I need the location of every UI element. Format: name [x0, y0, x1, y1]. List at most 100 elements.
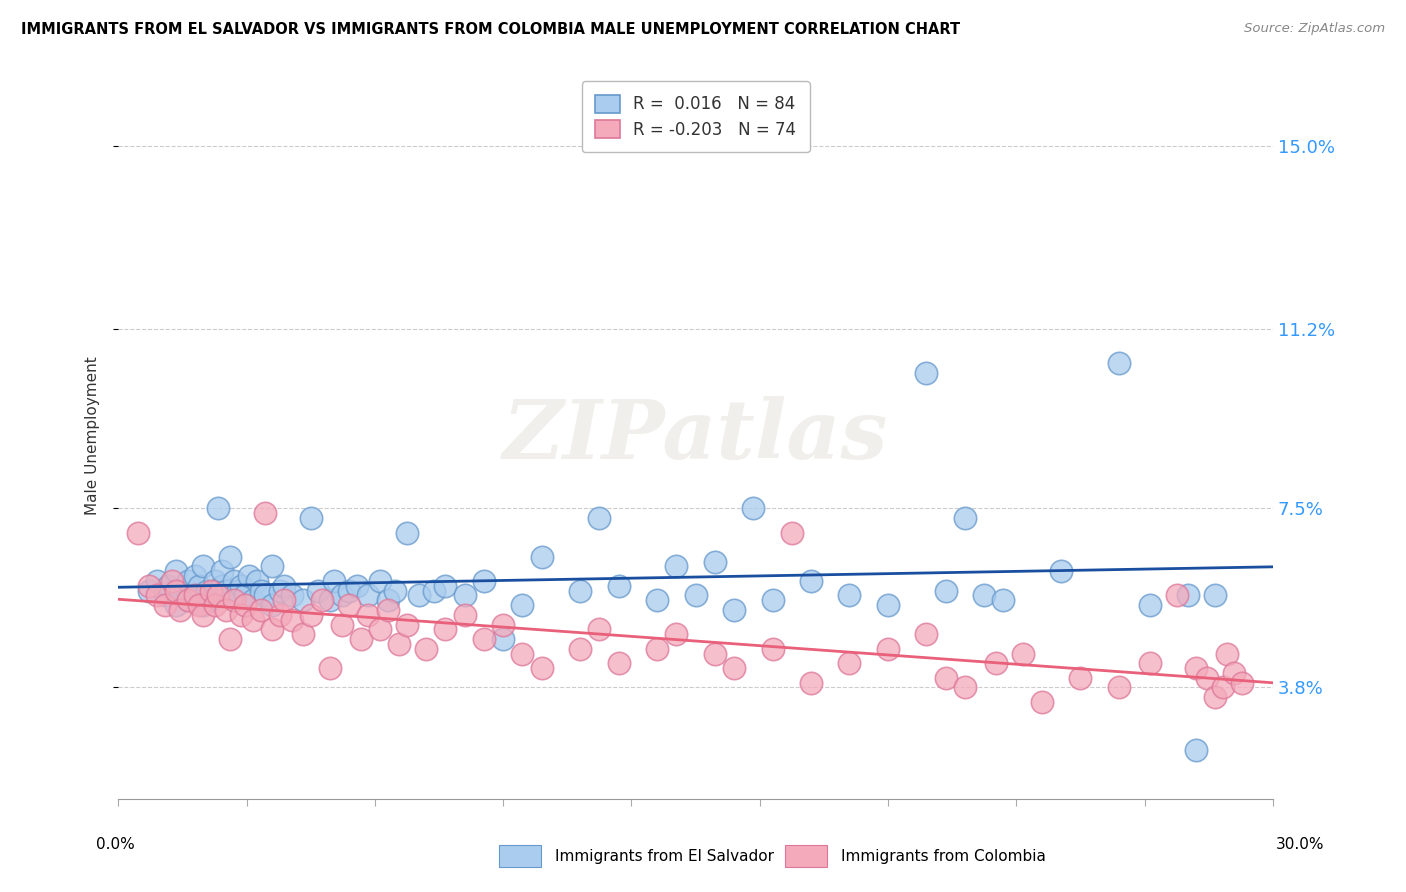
Point: [1139, 657, 1161, 671]
Point: [215, 603, 238, 617]
Point: [200, 583, 222, 598]
Point: [350, 632, 373, 646]
Point: [307, 583, 329, 598]
Point: [319, 593, 342, 607]
Point: [233, 598, 256, 612]
Point: [512, 647, 534, 661]
Point: [935, 583, 957, 598]
Point: [915, 366, 938, 380]
Point: [368, 623, 391, 637]
Point: [153, 598, 176, 612]
Point: [337, 598, 360, 612]
Point: [253, 506, 276, 520]
Point: [146, 574, 169, 588]
Point: [157, 579, 180, 593]
Point: [434, 623, 457, 637]
Point: [153, 589, 176, 603]
Point: [330, 589, 353, 603]
Point: [138, 583, 160, 598]
Point: [191, 598, 214, 612]
Point: [146, 589, 169, 603]
Point: [953, 511, 976, 525]
Point: [292, 593, 315, 607]
Point: [127, 525, 149, 540]
Point: [492, 617, 515, 632]
Point: [1177, 589, 1199, 603]
Point: [160, 574, 183, 588]
Point: [569, 583, 592, 598]
Point: [222, 593, 245, 607]
Point: [377, 593, 399, 607]
Point: [588, 623, 610, 637]
Point: [211, 579, 233, 593]
Point: [242, 613, 264, 627]
Point: [984, 657, 1007, 671]
Point: [512, 598, 534, 612]
Point: [253, 589, 276, 603]
Point: [1050, 564, 1073, 578]
Point: [280, 613, 302, 627]
Text: 30.0%: 30.0%: [1277, 837, 1324, 852]
Point: [1204, 589, 1226, 603]
Point: [138, 579, 160, 593]
Point: [1204, 690, 1226, 704]
Point: [269, 607, 291, 622]
Point: [165, 583, 187, 598]
Point: [219, 632, 242, 646]
Point: [368, 574, 391, 588]
Point: [1185, 661, 1208, 675]
Point: [1108, 681, 1130, 695]
Point: [1230, 675, 1253, 690]
Point: [238, 569, 260, 583]
Point: [184, 589, 207, 603]
Text: ZIPatlas: ZIPatlas: [503, 396, 889, 475]
Point: [273, 593, 295, 607]
Point: [703, 647, 725, 661]
Point: [273, 579, 295, 593]
Point: [453, 607, 475, 622]
Point: [780, 525, 803, 540]
Point: [838, 589, 860, 603]
Point: [200, 593, 222, 607]
Text: Immigrants from El Salvador: Immigrants from El Salvador: [555, 849, 775, 863]
Point: [703, 555, 725, 569]
Point: [472, 574, 495, 588]
Point: [993, 593, 1015, 607]
Point: [973, 589, 995, 603]
Point: [588, 511, 610, 525]
Point: [472, 632, 495, 646]
Point: [1223, 665, 1246, 680]
Point: [953, 681, 976, 695]
Point: [176, 574, 198, 588]
Point: [207, 589, 229, 603]
Text: IMMIGRANTS FROM EL SALVADOR VS IMMIGRANTS FROM COLOMBIA MALE UNEMPLOYMENT CORREL: IMMIGRANTS FROM EL SALVADOR VS IMMIGRANT…: [21, 22, 960, 37]
Point: [423, 583, 446, 598]
Point: [322, 574, 344, 588]
Legend: R =  0.016   N = 84, R = -0.203   N = 74: R = 0.016 N = 84, R = -0.203 N = 74: [582, 81, 810, 152]
Point: [1185, 743, 1208, 757]
Point: [1197, 671, 1219, 685]
Point: [337, 583, 360, 598]
Text: Source: ZipAtlas.com: Source: ZipAtlas.com: [1244, 22, 1385, 36]
Point: [346, 579, 368, 593]
Point: [207, 589, 229, 603]
Point: [249, 603, 271, 617]
Point: [569, 641, 592, 656]
Point: [191, 559, 214, 574]
Point: [877, 641, 900, 656]
Point: [761, 593, 783, 607]
Point: [211, 564, 233, 578]
Point: [176, 593, 198, 607]
Point: [204, 598, 226, 612]
Point: [384, 583, 406, 598]
Point: [311, 593, 333, 607]
Point: [935, 671, 957, 685]
Point: [415, 641, 437, 656]
Point: [169, 603, 191, 617]
Point: [453, 589, 475, 603]
Point: [1166, 589, 1188, 603]
Point: [262, 598, 284, 612]
Point: [723, 661, 745, 675]
Point: [607, 657, 630, 671]
Point: [1031, 695, 1053, 709]
